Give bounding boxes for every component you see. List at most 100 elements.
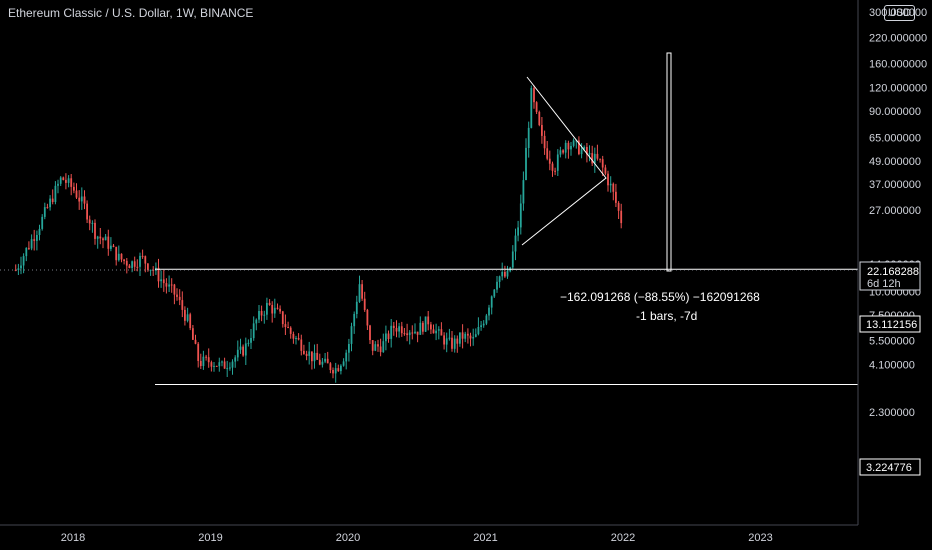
- candle-body: [117, 253, 120, 261]
- candle-body: [371, 340, 374, 351]
- measure-label-change: −162.091268 (−88.55%) −162091268: [560, 290, 760, 304]
- candle-body: [59, 177, 62, 184]
- price-range-measure[interactable]: [666, 52, 672, 272]
- candle-body: [525, 147, 527, 181]
- candle-body: [480, 325, 482, 327]
- candle-body: [51, 198, 54, 202]
- candle-body: [62, 177, 65, 180]
- candle-body: [472, 337, 475, 339]
- candle-body: [517, 227, 519, 236]
- candle-body: [607, 173, 609, 186]
- candle-body: [176, 294, 178, 297]
- candle-body: [406, 333, 408, 335]
- candle-body: [469, 335, 472, 339]
- candle-body: [139, 255, 141, 267]
- candle-body: [355, 301, 358, 314]
- candle-body: [427, 316, 430, 325]
- price-tick-label: 4.100000: [869, 360, 915, 372]
- currency-button[interactable]: USD: [884, 5, 916, 21]
- candle-body: [242, 346, 244, 356]
- candle-body: [281, 311, 284, 325]
- candle-body: [83, 196, 86, 204]
- price-tick-label: 5.500000: [869, 336, 915, 348]
- candle-body: [170, 284, 173, 286]
- time-tick-label: 2023: [748, 532, 772, 544]
- candle-body: [38, 228, 41, 235]
- candle-body: [192, 328, 194, 340]
- candle-body: [244, 343, 247, 356]
- candle-body: [403, 333, 406, 335]
- candle-body: [207, 357, 210, 363]
- candle-body: [258, 311, 260, 320]
- candle-body: [70, 178, 73, 187]
- candle-body: [583, 147, 586, 150]
- candle-body: [141, 255, 144, 257]
- candle-body: [422, 322, 424, 332]
- candle-body: [229, 367, 231, 369]
- candle-body: [28, 247, 30, 249]
- candle-body: [379, 346, 382, 353]
- candle-body: [601, 159, 604, 168]
- candle-body: [46, 207, 49, 209]
- candle-body: [535, 102, 538, 112]
- candle-body: [297, 338, 300, 340]
- candle-body: [554, 170, 556, 172]
- price-axis[interactable]: 300.000000 220.000000 160.000000 120.000000…: [869, 7, 927, 419]
- candle-body: [184, 309, 186, 321]
- candle-body: [22, 256, 25, 266]
- candle-body: [366, 309, 369, 326]
- candle-body: [538, 111, 541, 125]
- candle-body: [345, 352, 348, 362]
- price-tick-label: 37.000000: [869, 179, 921, 191]
- candle-body: [501, 272, 504, 277]
- candle-body: [147, 263, 149, 270]
- candle-body: [308, 351, 311, 356]
- support-price-badge: 3.224776: [859, 458, 921, 476]
- candle-body: [485, 315, 488, 324]
- candle-body: [342, 361, 345, 366]
- candle-body: [567, 142, 570, 150]
- candle-body: [414, 331, 416, 334]
- candle-body: [440, 329, 443, 336]
- candle-body: [551, 163, 554, 171]
- candle-body: [226, 368, 229, 370]
- candle-body: [88, 219, 91, 224]
- candle-body: [218, 362, 221, 367]
- candle-body: [221, 361, 223, 363]
- candle-body: [612, 183, 615, 192]
- candle-body: [522, 180, 525, 204]
- candle-body: [313, 352, 316, 362]
- candle-body: [361, 284, 363, 299]
- candle-body: [593, 153, 596, 164]
- candle-body: [546, 148, 549, 159]
- candle-body: [41, 216, 44, 229]
- candle-body: [482, 323, 485, 326]
- candle-body: [252, 323, 255, 339]
- candle-body: [160, 279, 162, 282]
- measure-label-bars: -1 bars, -7d: [636, 309, 698, 323]
- support-price-value: 3.224776: [866, 462, 912, 474]
- candle-body: [57, 183, 59, 186]
- time-tick-label: 2020: [336, 532, 360, 544]
- candle-body: [86, 203, 88, 220]
- candle-body: [234, 357, 237, 362]
- candle-body: [324, 358, 326, 362]
- time-axis[interactable]: 2018 2019 2020 2021 2022 2023: [61, 532, 773, 544]
- candle-body: [514, 235, 517, 252]
- candle-body: [617, 202, 620, 211]
- candle-body: [284, 324, 287, 327]
- candle-body: [533, 88, 535, 103]
- candle-body: [596, 153, 599, 159]
- candle-body: [424, 316, 427, 332]
- candle-body: [562, 150, 564, 153]
- candle-body: [268, 302, 271, 305]
- candle-body: [303, 350, 305, 354]
- candle-body: [104, 236, 107, 241]
- candle-body: [80, 196, 83, 202]
- chart-drawings: [155, 52, 858, 385]
- time-tick-label: 2019: [198, 532, 222, 544]
- candle-body: [102, 238, 104, 241]
- price-tick-label: 65.000000: [869, 133, 921, 145]
- triangle-pattern[interactable]: [521, 76, 607, 246]
